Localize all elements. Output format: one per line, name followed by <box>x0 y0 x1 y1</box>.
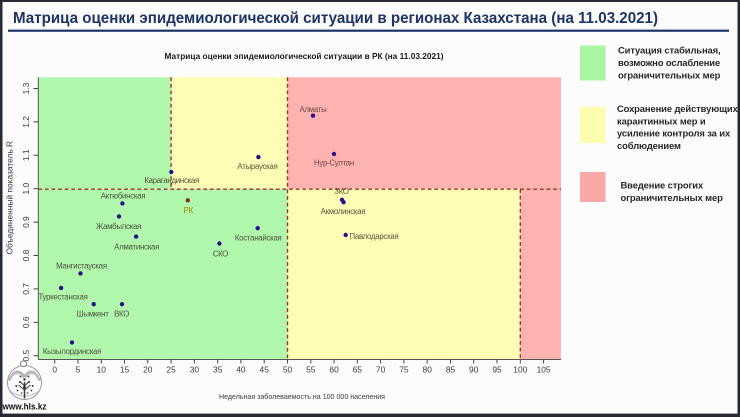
svg-text:Алматы: Алматы <box>300 105 328 114</box>
svg-text:0: 0 <box>52 365 57 375</box>
svg-text:95: 95 <box>492 365 502 375</box>
svg-text:Матрица оценки эпидемиологичес: Матрица оценки эпидемиологической ситуац… <box>13 10 658 27</box>
svg-text:100: 100 <box>513 365 527 375</box>
svg-text:60: 60 <box>329 365 339 375</box>
svg-text:Костанайская: Костанайская <box>235 234 282 243</box>
svg-text:0.5: 0.5 <box>21 350 31 362</box>
svg-text:65: 65 <box>353 365 363 375</box>
svg-text:0.6: 0.6 <box>21 316 31 328</box>
svg-text:усиление контроля за их: усиление контроля за их <box>617 128 731 139</box>
svg-text:1.0: 1.0 <box>21 183 31 195</box>
svg-text:45: 45 <box>260 365 270 375</box>
svg-text:5: 5 <box>76 365 81 375</box>
svg-text:ЗКО: ЗКО <box>334 187 349 196</box>
svg-text:РК: РК <box>184 206 194 215</box>
svg-text:10: 10 <box>97 365 107 375</box>
svg-text:ограничительных мер: ограничительных мер <box>618 70 721 81</box>
svg-text:Введение строгих: Введение строгих <box>621 180 704 191</box>
svg-text:ВКО: ВКО <box>114 309 129 318</box>
svg-text:1.3: 1.3 <box>21 82 31 94</box>
svg-text:105: 105 <box>537 365 551 375</box>
svg-text:Актюбинская: Актюбинская <box>101 192 146 201</box>
svg-text:Павлодарская: Павлодарская <box>350 232 399 241</box>
svg-text:90: 90 <box>469 365 479 375</box>
svg-text:35: 35 <box>213 365 223 375</box>
svg-text:0.8: 0.8 <box>21 249 31 261</box>
svg-text:возможно ослабление: возможно ослабление <box>618 57 720 68</box>
svg-text:30: 30 <box>190 365 200 375</box>
svg-text:1.2: 1.2 <box>21 116 31 128</box>
svg-text:Жамбылская: Жамбылская <box>96 222 141 231</box>
svg-text:ограничительных мер: ограничительных мер <box>621 192 724 203</box>
svg-text:www.hls.kz: www.hls.kz <box>2 402 47 413</box>
svg-text:Сохранение действующих: Сохранение действующих <box>617 103 739 114</box>
svg-text:55: 55 <box>306 365 316 375</box>
svg-text:Нур-Султан: Нур-Султан <box>314 159 354 168</box>
svg-text:0.9: 0.9 <box>21 216 31 228</box>
svg-text:25: 25 <box>166 365 176 375</box>
svg-text:Недельная заболеваемость на 10: Недельная заболеваемость на 100 000 насе… <box>219 392 385 401</box>
svg-text:80: 80 <box>423 365 433 375</box>
svg-text:50: 50 <box>283 365 293 375</box>
svg-text:Объединенный показатель R: Объединенный показатель R <box>4 141 14 255</box>
svg-text:Кызылординская: Кызылординская <box>43 347 101 356</box>
svg-text:40: 40 <box>236 365 246 375</box>
svg-text:85: 85 <box>446 365 456 375</box>
svg-text:70: 70 <box>376 365 386 375</box>
svg-text:75: 75 <box>399 365 409 375</box>
svg-text:0.7: 0.7 <box>21 283 31 295</box>
svg-text:Карагандинская: Карагандинская <box>144 176 199 185</box>
svg-text:Мангистауская: Мангистауская <box>56 261 107 270</box>
svg-text:Шымкент: Шымкент <box>76 309 109 318</box>
svg-text:20: 20 <box>143 365 153 375</box>
svg-text:карантинных мер и: карантинных мер и <box>617 115 706 126</box>
svg-text:Алматинская: Алматинская <box>114 242 159 251</box>
svg-text:соблюдением: соблюдением <box>617 140 681 151</box>
svg-text:Матрица оценки эпидемиологичес: Матрица оценки эпидемиологической ситуац… <box>165 51 444 61</box>
svg-text:Акмолинская: Акмолинская <box>321 207 366 216</box>
svg-text:15: 15 <box>120 365 130 375</box>
svg-text:Атырауская: Атырауская <box>237 162 277 171</box>
svg-text:Туркестанская: Туркестанская <box>38 293 87 302</box>
svg-text:СКО: СКО <box>213 250 229 259</box>
svg-text:1.1: 1.1 <box>21 149 31 161</box>
svg-text:Ситуация стабильная,: Ситуация стабильная, <box>618 45 721 56</box>
